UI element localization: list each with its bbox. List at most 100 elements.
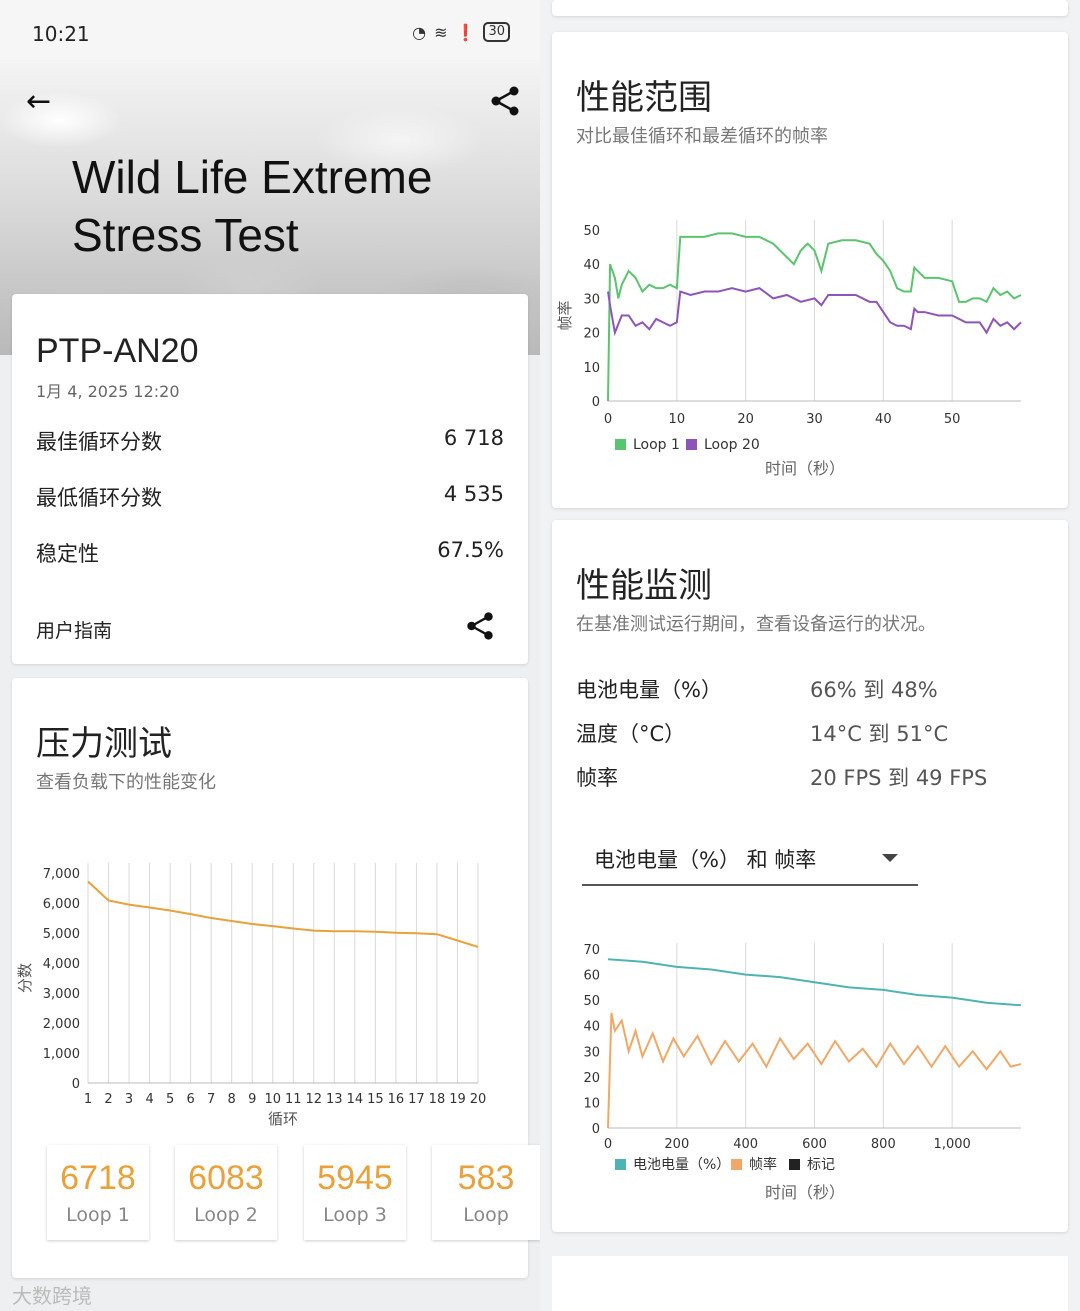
legend-swatch [789, 1159, 800, 1170]
alert-icon: ❗ [455, 22, 476, 42]
series-line-1 [607, 232, 1022, 402]
battery-row: 电池电量（%） 66% 到 48% [576, 674, 1046, 704]
loop-tile[interactable]: 5945 Loop 3 [304, 1145, 406, 1240]
range-chart: 0 10 20 30 40 50 0 10 20 30 40 50 帧率 Loop 1 Loop 20 时间（… [556, 220, 1022, 478]
x-tick-label: 20 [737, 412, 754, 427]
x-tick-label: 7 [207, 1092, 215, 1107]
y-tick-label: 2,000 [43, 1017, 80, 1032]
x-tick-label: 1 [84, 1092, 92, 1107]
stability-row: 稳定性 67.5% [36, 538, 504, 568]
x-tick-label: 14 [347, 1092, 364, 1107]
x-tick-label: 11 [285, 1092, 302, 1107]
x-tick-label: 800 [871, 1137, 896, 1152]
fps-row: 帧率 20 FPS 到 49 FPS [576, 762, 1046, 792]
x-axis-title: 循环 [268, 1110, 298, 1128]
series-line-1 [607, 958, 1022, 1007]
legend-swatch [615, 1159, 626, 1170]
y-tick-label: 50 [583, 994, 600, 1009]
x-tick-label: 30 [806, 412, 823, 427]
x-tick-label: 400 [733, 1137, 758, 1152]
y-tick-label: 0 [72, 1077, 80, 1092]
x-tick-label: 5 [166, 1092, 174, 1107]
user-guide-link[interactable]: 用户指南 [36, 620, 113, 642]
y-tick-label: 20 [583, 327, 600, 342]
guide-share-icon[interactable] [464, 610, 496, 642]
series-line-2 [607, 287, 1022, 337]
x-tick-label: 15 [367, 1092, 384, 1107]
loop-label: Loop 3 [323, 1204, 387, 1226]
range-title: 性能范围 [576, 78, 712, 118]
y-tick-label: 70 [583, 943, 600, 958]
loop-label: Loop 1 [66, 1204, 130, 1226]
x-tick-label: 3 [125, 1092, 133, 1107]
x-tick-label: 9 [248, 1092, 256, 1107]
share-icon[interactable] [488, 84, 522, 118]
legend-label: Loop 1 [633, 437, 680, 453]
stress-title: 压力测试 [36, 724, 172, 764]
fps-value: 20 FPS 到 49 FPS [810, 766, 988, 790]
x-tick-label: 1,000 [934, 1137, 971, 1152]
loop-label: Loop [463, 1204, 509, 1226]
legend-swatch [731, 1159, 742, 1170]
metric-dropdown[interactable]: 电池电量（%） 和 帧率 [582, 830, 918, 886]
battery-value: 66% 到 48% [810, 678, 938, 702]
device-summary-card: PTP-AN20 1月 4, 2025 12:20 最佳循环分数 6 718 最… [12, 294, 528, 664]
y-tick-label: 50 [583, 224, 600, 239]
best-loop-value: 6 718 [443, 426, 504, 450]
loop-score: 6083 [188, 1159, 264, 1197]
loop-tile[interactable]: 6718 Loop 1 [47, 1145, 149, 1240]
x-tick-label: 0 [604, 412, 612, 427]
temperature-row: 温度（°C） 14°C 到 51°C [576, 718, 1046, 748]
stability-value: 67.5% [437, 538, 504, 562]
x-axis-title: 时间（秒） [765, 459, 845, 478]
right-panel: 性能范围 对比最佳循环和最差循环的帧率 0 10 20 30 40 50 0 10 20 30 40… [540, 0, 1080, 1311]
loop-score: 5945 [317, 1159, 393, 1197]
x-tick-label: 12 [306, 1092, 323, 1107]
x-tick-label: 600 [802, 1137, 827, 1152]
y-tick-label: 1,000 [43, 1047, 80, 1062]
wifi-icon: ≋ [434, 22, 448, 42]
fps-label: 帧率 [576, 766, 618, 790]
x-tick-label: 13 [326, 1092, 343, 1107]
watermark: 大数跨境 [12, 1284, 92, 1308]
speed-icon: ◔ [412, 22, 427, 42]
status-icons: ◔ ≋ ❗ 30 [412, 22, 510, 42]
y-tick-label: 0 [592, 1122, 600, 1137]
worst-loop-row: 最低循环分数 4 535 [36, 482, 504, 512]
y-tick-label: 60 [583, 969, 600, 984]
loop-tile[interactable]: 6083 Loop 2 [175, 1145, 277, 1240]
y-axis-title: 分数 [16, 963, 34, 993]
loop-score: 583 [457, 1159, 515, 1197]
score-series-line [87, 880, 479, 948]
page-title-line1: Wild Life Extreme [72, 151, 433, 203]
range-subtitle: 对比最佳循环和最差循环的帧率 [576, 126, 828, 147]
worst-loop-label: 最低循环分数 [36, 486, 162, 510]
y-tick-label: 30 [583, 1045, 600, 1060]
x-tick-label: 10 [669, 412, 686, 427]
previous-card-edge [552, 0, 1068, 16]
best-loop-label: 最佳循环分数 [36, 430, 162, 454]
best-loop-row: 最佳循环分数 6 718 [36, 426, 504, 456]
x-tick-label: 4 [145, 1092, 153, 1107]
stress-subtitle: 查看负载下的性能变化 [36, 772, 216, 793]
temperature-label: 温度（°C） [576, 722, 686, 746]
loop-label: Loop 2 [194, 1204, 258, 1226]
x-tick-label: 0 [604, 1137, 612, 1152]
x-tick-label: 40 [875, 412, 892, 427]
loop-tile[interactable]: 583 Loop [432, 1145, 540, 1240]
legend-label: 标记 [807, 1157, 835, 1173]
stress-chart: 1 2 3 4 5 6 7 8 9 10 11 12 13 14 15 16 17 18 19 2001,0002,0… [16, 863, 486, 1128]
status-time: 10:21 [32, 22, 90, 46]
y-tick-label: 7,000 [43, 867, 80, 882]
worst-loop-value: 4 535 [443, 482, 504, 506]
legend-label: Loop 20 [704, 437, 760, 453]
x-tick-label: 200 [664, 1137, 689, 1152]
battery-label: 电池电量（%） [576, 678, 722, 702]
temperature-value: 14°C 到 51°C [810, 722, 949, 746]
chevron-down-icon [882, 854, 898, 862]
x-axis-title: 时间（秒） [765, 1183, 845, 1202]
metric-dropdown-value: 电池电量（%） 和 帧率 [594, 848, 817, 872]
y-tick-label: 3,000 [43, 987, 80, 1002]
monitor-subtitle: 在基准测试运行期间，查看设备运行的状况。 [576, 614, 936, 635]
back-arrow-icon[interactable]: ← [26, 84, 52, 119]
